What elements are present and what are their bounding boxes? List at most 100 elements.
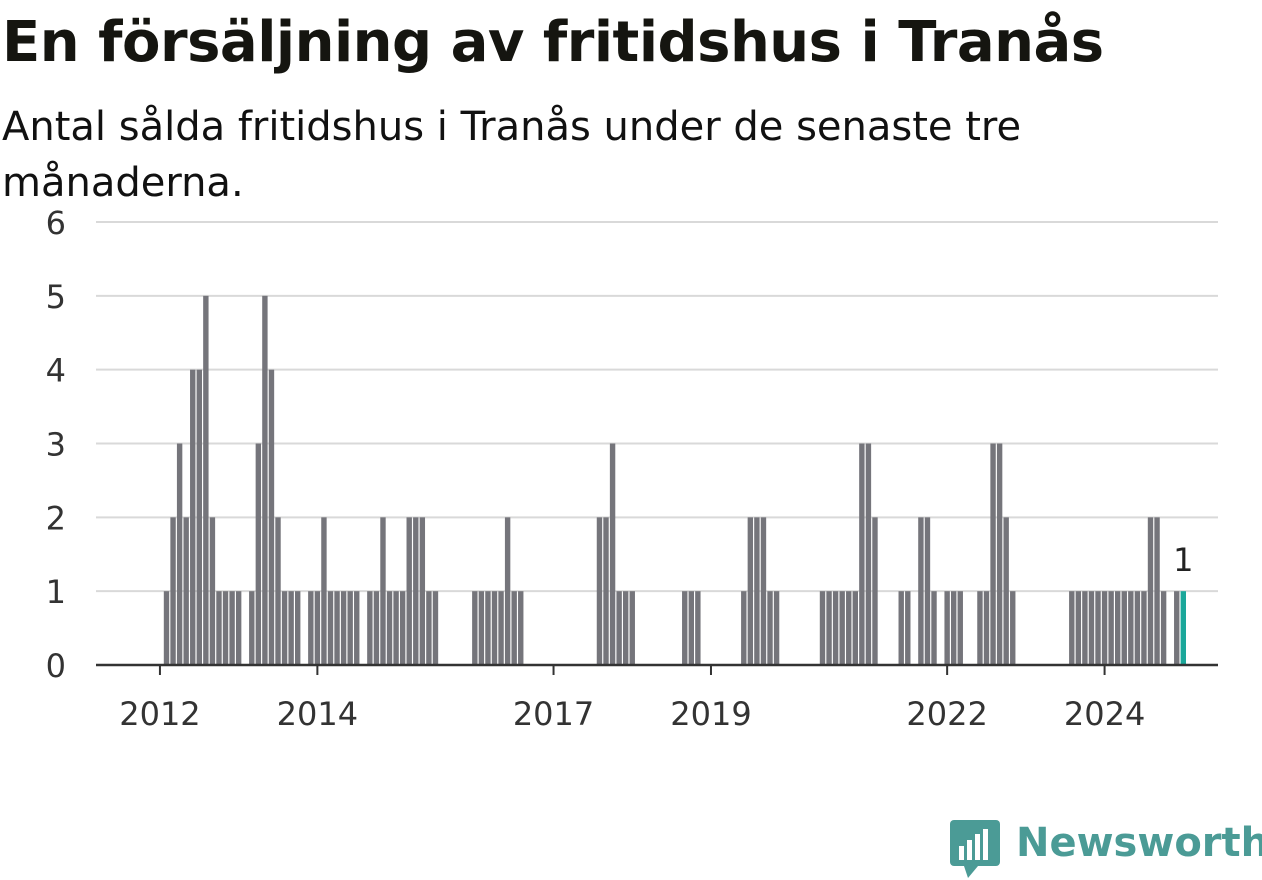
y-tick-label: 2 (46, 499, 66, 537)
bar (209, 517, 216, 665)
bar (918, 517, 924, 665)
bar (924, 517, 931, 665)
y-tick-label: 3 (46, 426, 66, 464)
bar (399, 591, 406, 665)
bar (1101, 591, 1108, 665)
bar (308, 591, 314, 665)
bar (859, 443, 865, 665)
bar (196, 369, 202, 665)
bar (1174, 591, 1180, 665)
bar (596, 517, 603, 665)
bar (990, 443, 996, 665)
bar (846, 591, 852, 665)
bar (216, 591, 222, 665)
x-tick-label: 2014 (277, 695, 358, 733)
chart-title: En försäljning av fritidshus i Tranås (2, 10, 1104, 75)
bar (977, 591, 983, 665)
bar (295, 591, 301, 665)
bar (996, 443, 1003, 665)
bar (249, 591, 255, 665)
bar (354, 591, 360, 665)
bar (235, 591, 242, 665)
bar (1069, 591, 1075, 665)
bar (1128, 591, 1134, 665)
x-tick-label: 2017 (513, 695, 594, 733)
bar (373, 591, 380, 665)
bar (203, 295, 209, 665)
bar (1010, 591, 1016, 665)
chart-subtitle: Antal sålda fritidshus i Tranås under de… (2, 104, 1022, 206)
bar (321, 517, 327, 665)
bar (951, 591, 957, 665)
bar (380, 517, 386, 665)
bar (872, 517, 878, 665)
y-tick-label: 4 (46, 352, 66, 390)
bar (190, 369, 196, 665)
bar (511, 591, 517, 665)
bar (1115, 591, 1121, 665)
bar (268, 369, 275, 665)
bar (767, 591, 773, 665)
bar (229, 591, 235, 665)
y-tick-label: 1 (46, 573, 66, 611)
bar (1095, 591, 1101, 665)
bar (406, 517, 412, 665)
bar (1160, 591, 1167, 665)
bar (1088, 591, 1095, 665)
bar (741, 591, 747, 665)
bar (518, 591, 524, 665)
x-tick-label: 2022 (906, 695, 987, 733)
bar (432, 591, 439, 665)
bar (498, 591, 504, 665)
bar (288, 591, 294, 665)
bar (629, 591, 635, 665)
bar (1075, 591, 1082, 665)
bar (262, 295, 268, 665)
bar (255, 443, 262, 665)
bar (485, 591, 491, 665)
bar (957, 591, 963, 665)
bar (760, 517, 767, 665)
bar (170, 517, 176, 665)
bar (983, 591, 990, 665)
bar (1121, 591, 1127, 665)
bar (334, 591, 340, 665)
bar (176, 443, 183, 665)
bar (1141, 591, 1147, 665)
bar (603, 517, 609, 665)
bar (826, 591, 832, 665)
bar (682, 591, 688, 665)
bar (1154, 517, 1160, 665)
bar (340, 591, 347, 665)
bar (623, 591, 629, 665)
bar (747, 517, 754, 665)
highlight-bar (1180, 591, 1186, 665)
bar (472, 591, 478, 665)
bar (393, 591, 399, 665)
bar (1108, 591, 1114, 665)
bar-chart: 0 1 2 3 4 5 6 1 2012 2014 2017 2019 2022 2024 (46, 204, 1218, 733)
bar (275, 517, 281, 665)
bar (773, 591, 780, 665)
bar (491, 591, 498, 665)
bar (1003, 517, 1009, 665)
bar (695, 591, 701, 665)
y-tick-label: 0 (46, 647, 66, 685)
bar (183, 517, 189, 665)
bar (413, 517, 419, 665)
bar (754, 517, 760, 665)
bar (1082, 591, 1088, 665)
bar (905, 591, 911, 665)
y-tick-label: 6 (46, 204, 66, 242)
bar (832, 591, 839, 665)
highlight-value-label: 1 (1173, 541, 1193, 579)
brand-name: Newsworthy (1016, 820, 1262, 866)
x-tick-label: 2019 (670, 695, 751, 733)
bar (852, 591, 858, 665)
bar (314, 591, 321, 665)
bar (327, 591, 334, 665)
bar (347, 591, 353, 665)
bar (1134, 591, 1141, 665)
bar (1147, 517, 1154, 665)
bar (163, 591, 170, 665)
